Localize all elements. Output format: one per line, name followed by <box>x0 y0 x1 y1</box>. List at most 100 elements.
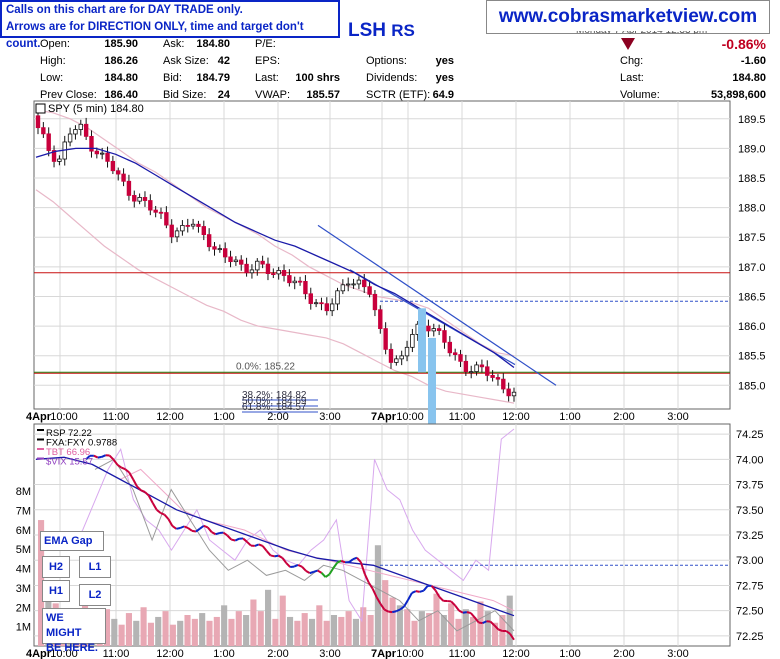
rsp-price-segment <box>403 599 409 608</box>
site-url[interactable]: www.cobrasmarketview.com <box>486 0 770 34</box>
rsp-tick-label: 73.50 <box>736 505 764 517</box>
candle-body <box>239 259 244 265</box>
l1-label: L1 <box>79 556 111 578</box>
rsp-price-segment <box>324 573 331 578</box>
legend-candle-icon <box>35 103 46 114</box>
candle-body <box>51 150 57 162</box>
candle-body <box>121 173 126 182</box>
volume-bar <box>404 609 411 646</box>
rsp-axis: 74.25 74.00 73.75 73.50 73.25 73.00 72.75 72.50… <box>16 429 764 659</box>
volume-bar <box>250 599 257 646</box>
rsp-price-segment <box>348 558 354 563</box>
rsp-price-segment <box>156 509 162 514</box>
rsp-price-segment <box>203 524 209 529</box>
price-time-label: 10:00 <box>396 411 424 423</box>
rsp-price-segment <box>277 554 283 559</box>
candle-body <box>383 328 388 350</box>
candle-body <box>185 225 190 227</box>
rsp-price-segment <box>505 630 511 635</box>
volume-bar <box>155 616 162 646</box>
volume-bar <box>286 616 294 646</box>
rsp-time-label: 12:00 <box>502 648 530 659</box>
candle-body <box>169 224 174 238</box>
rsp-price-segment <box>85 454 91 461</box>
candle-body <box>276 270 281 275</box>
candle-body <box>404 346 410 357</box>
volume-tick-label: 1M <box>16 622 31 634</box>
candle-body <box>485 366 490 376</box>
rsp-price-segment <box>206 526 213 533</box>
down-arrow-icon <box>621 38 635 50</box>
volume-bar <box>330 615 338 646</box>
price-candles <box>35 112 517 402</box>
rsp-price-segment <box>305 569 311 574</box>
candle-body <box>110 160 116 172</box>
ticker-suffix: RS <box>391 21 415 40</box>
rsp-time-label: 11:00 <box>103 648 130 659</box>
rsp-price-segment <box>97 455 102 459</box>
candle-body <box>271 273 276 276</box>
rsp-price-segment <box>187 527 193 532</box>
candle-body <box>335 290 340 305</box>
we-might-line: WE MIGHT <box>46 612 82 639</box>
candle-body <box>46 133 51 151</box>
volume-bar <box>492 622 499 646</box>
rsp-tick-label: 73.00 <box>736 555 764 567</box>
rsp-price-segment <box>352 556 358 561</box>
vwap-value: 185.57 <box>306 89 340 101</box>
options-value: yes <box>435 55 454 67</box>
price-time-label: 1:00 <box>559 411 580 423</box>
candle-body <box>303 280 308 295</box>
candle-body <box>153 209 158 213</box>
last-shares-value: 100 shrs <box>295 72 340 84</box>
candle-body <box>469 371 474 374</box>
low-label: Low: <box>40 72 64 84</box>
price-tick-label: 189.0 <box>738 143 766 155</box>
price-time-label: 10:00 <box>50 411 78 423</box>
ema-gap-label: EMA Gap <box>40 531 104 551</box>
rsp-time-label: 10:00 <box>50 648 78 659</box>
vwap-label: VWAP: <box>255 89 291 101</box>
rsp-price-segment <box>466 611 472 614</box>
price-tick-label: 188.5 <box>738 173 766 185</box>
volume-bar <box>184 615 191 646</box>
candle-body <box>67 133 73 143</box>
volume-tick-label: 6M <box>16 525 31 537</box>
fib-label: 50.0%: 184.69 <box>242 396 307 407</box>
volume-bar <box>38 520 45 646</box>
volume-bar <box>162 611 169 646</box>
candle-body <box>372 293 378 311</box>
candle-body <box>313 302 319 305</box>
rsp-price-segment <box>258 543 264 547</box>
candle-body <box>174 230 180 238</box>
rsp-price-segment <box>340 559 346 564</box>
volume-value: 53,898,600 <box>710 89 766 101</box>
volume-bar <box>169 624 176 646</box>
rsp-legend-entry: $VIX 15.57 <box>46 457 93 468</box>
rsp-price-segment <box>458 609 464 614</box>
candle-body <box>297 280 303 283</box>
volume-bar <box>243 615 250 646</box>
rsp-tick-label: 72.50 <box>736 606 764 618</box>
price-time-label: 12:00 <box>502 411 530 423</box>
rsp-tick-label: 72.75 <box>736 580 764 592</box>
candle-body <box>329 303 335 312</box>
rsp-price-segment <box>101 454 107 458</box>
sctr-label: SCTR (ETF): <box>366 89 431 101</box>
rsp-price-segment <box>297 564 303 568</box>
rsp-price-segment <box>509 633 515 641</box>
disclaimer-line2: Arrows are for DIRECTION ONLY, time and … <box>6 21 304 50</box>
rsp-price-segment <box>430 585 437 592</box>
price-time-label: 12:00 <box>156 411 184 423</box>
dividends-value: yes <box>435 72 454 84</box>
rsp-price-segment <box>136 485 142 492</box>
candle-body <box>180 225 185 232</box>
ticker-title: LSH RS <box>348 20 415 42</box>
volume-bar <box>484 611 491 646</box>
price-time-label: 7Apr <box>371 411 397 423</box>
last2-label: Last: <box>620 72 644 84</box>
rsp-price-segment <box>328 567 335 575</box>
h2-label: H2 <box>42 556 70 578</box>
upper-envelope-line <box>35 109 515 357</box>
